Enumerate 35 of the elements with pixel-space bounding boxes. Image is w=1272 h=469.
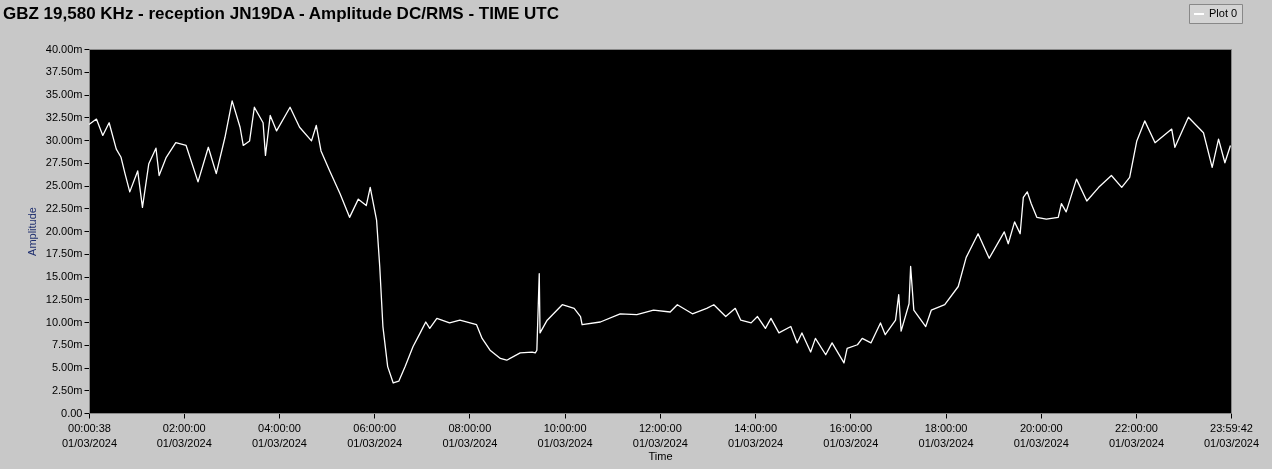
- x-tick-label: 20:00:00 01/03/2024: [1013, 421, 1069, 449]
- y-tick-label: 22.50m: [45, 201, 83, 214]
- x-tick-label: 14:00:00 01/03/2024: [728, 421, 784, 449]
- y-tick-label: 10.00m: [45, 315, 83, 328]
- y-tick-label: 17.50m: [45, 247, 83, 260]
- y-tick-label: 25.00m: [45, 179, 83, 191]
- x-tick-label: 16:00:00 01/03/2024: [823, 421, 879, 449]
- x-tick-label: 04:00:00 01/03/2024: [251, 421, 307, 449]
- y-tick-label: 7.50m: [51, 338, 83, 351]
- x-tick-label: 00:00:38 01/03/2024: [61, 421, 118, 449]
- y-tick-label: 30.00m: [45, 133, 83, 146]
- x-tick-label: 23:59:42 01/03/2024: [1203, 421, 1260, 449]
- x-tick-label: 18:00:00 01/03/2024: [918, 421, 974, 449]
- x-tick-label: 08:00:00 01/03/2024: [442, 421, 498, 449]
- y-tick-label: 20.00m: [45, 224, 83, 237]
- x-tick-label: 10:00:00 01/03/2024: [537, 421, 593, 449]
- x-tick-label: 02:00:00 01/03/2024: [156, 421, 212, 449]
- y-tick-label: 32.50m: [45, 110, 83, 123]
- y-tick-label: 15.00m: [45, 270, 83, 282]
- y-tick-label: 40.00m: [45, 42, 83, 55]
- y-tick-label: 0.00: [61, 406, 83, 419]
- y-axis-title: Amplitude: [25, 207, 38, 256]
- line-series: [88, 100, 1232, 384]
- x-axis-title: Time: [648, 449, 673, 462]
- x-tick-label: 06:00:00 01/03/2024: [347, 421, 403, 449]
- y-tick-label: 27.50m: [45, 156, 83, 169]
- y-tick-label: 37.50m: [45, 65, 83, 78]
- y-tick-label: 35.00m: [45, 88, 83, 100]
- x-tick-label: 12:00:00 01/03/2024: [632, 421, 688, 449]
- y-tick-label: 12.50m: [45, 292, 83, 305]
- legend-label: Plot 0: [1209, 7, 1238, 19]
- y-tick-label: 2.50m: [51, 383, 83, 396]
- chart-title: GBZ 19,580 KHz - reception JN19DA - Amplitude DC/RMS - TIME UTC: [3, 4, 560, 23]
- y-tick-label: 5.00m: [51, 361, 83, 373]
- x-tick-label: 22:00:00 01/03/2024: [1108, 421, 1165, 449]
